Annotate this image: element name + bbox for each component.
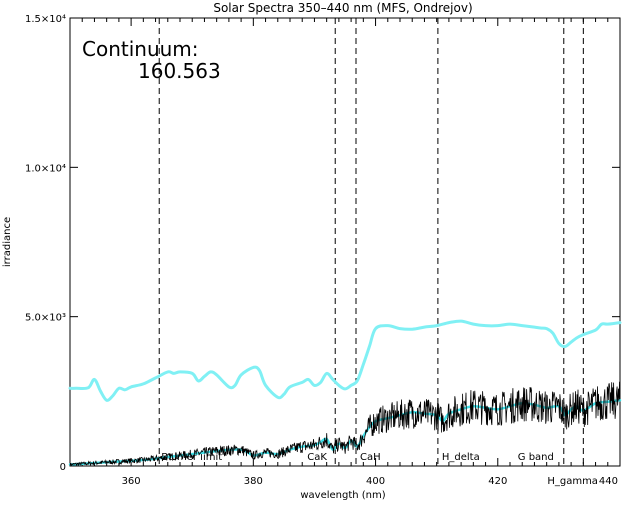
y-tick-label: 0	[60, 462, 66, 473]
reference-line-label: CaH	[360, 452, 381, 463]
reference-line-label: G band	[518, 452, 554, 463]
continuum-value: 160.563	[138, 59, 221, 83]
y-axis-label: irradiance	[2, 217, 13, 267]
y-axis-ticks: 0 5.0×10³ 1.0×10⁴ 1.5×10⁴	[25, 14, 620, 473]
plot-frame	[69, 17, 621, 467]
series-group	[68, 319, 622, 466]
chart-title: Solar Spectra 350–440 nm (MFS, Ondrejov)	[213, 1, 472, 15]
continuum-series-line	[68, 319, 622, 402]
x-tick-label: 400	[366, 476, 385, 487]
y-tick-label: 5.0×10³	[25, 313, 66, 324]
reference-line-label: H_gamma	[547, 476, 598, 487]
x-tick-label: 440	[599, 476, 618, 487]
continuum-label: Continuum:	[82, 37, 199, 61]
raw-spectrum	[69, 381, 621, 467]
x-tick-label: 420	[488, 476, 507, 487]
x-axis-label: wavelength (nm)	[300, 490, 385, 501]
y-tick-label: 1.0×10⁴	[25, 163, 66, 174]
x-tick-label: 380	[244, 476, 263, 487]
x-axis-ticks: 360 380 400 420 440	[81, 18, 621, 487]
raw-spectrum-line	[69, 381, 621, 467]
y-tick-label: 1.5×10⁴	[25, 14, 66, 25]
x-tick-label: 360	[122, 476, 141, 487]
reference-line-label: H_delta	[442, 452, 480, 463]
reference-line-label: CaK	[307, 452, 327, 463]
